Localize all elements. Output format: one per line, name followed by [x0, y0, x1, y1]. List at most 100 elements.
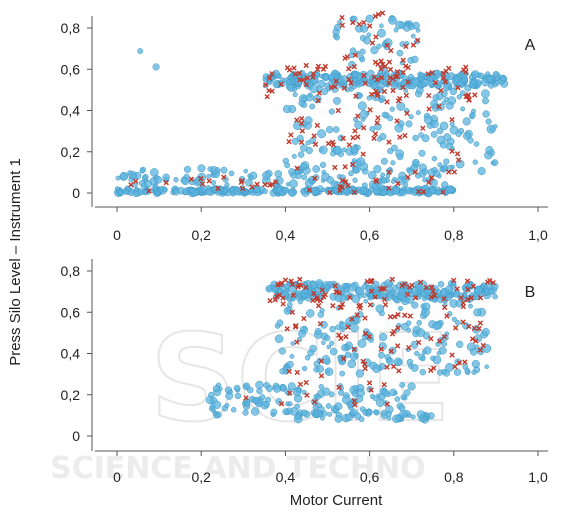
data-point-circle	[471, 359, 480, 369]
data-point-circle	[333, 34, 341, 41]
data-point-cross	[355, 134, 361, 140]
data-point-circle	[410, 33, 416, 39]
data-point-cross	[432, 292, 438, 299]
data-point-cross	[295, 284, 301, 290]
data-point-cross	[303, 379, 309, 386]
data-point-cross	[350, 135, 356, 141]
data-point-circle	[460, 106, 466, 112]
data-point-circle	[464, 367, 471, 374]
data-point-cross	[286, 368, 292, 375]
data-point-cross	[379, 10, 386, 16]
data-point-circle	[455, 159, 465, 169]
data-point-circle	[117, 189, 125, 197]
data-point-circle	[484, 364, 489, 369]
data-point-circle	[295, 413, 302, 420]
data-point-circle	[324, 334, 331, 342]
data-point-cross	[428, 367, 434, 373]
data-point-cross	[391, 313, 398, 320]
data-point-cross	[337, 187, 343, 194]
data-point-cross	[249, 184, 255, 190]
data-point-circle	[322, 73, 330, 81]
data-point-circle	[398, 287, 406, 296]
data-point-circle	[393, 27, 399, 33]
data-point-circle	[317, 412, 323, 418]
data-point-cross	[349, 161, 356, 168]
data-point-circle	[380, 172, 386, 178]
data-point-circle	[377, 393, 386, 401]
data-point-circle	[387, 148, 394, 155]
data-point-cross	[330, 303, 336, 309]
data-point-circle	[401, 186, 406, 191]
data-point-cross	[407, 313, 413, 319]
data-point-cross	[350, 19, 356, 26]
data-point-cross	[402, 312, 408, 318]
data-point-circle	[309, 103, 316, 110]
x-tick-label: 0,4	[276, 227, 296, 243]
data-point-circle	[288, 189, 296, 197]
data-point-cross	[345, 182, 351, 189]
data-point-cross	[405, 291, 411, 298]
data-point-cross	[428, 336, 434, 342]
data-point-circle	[355, 369, 365, 378]
data-point-circle	[297, 299, 303, 305]
data-point-cross	[299, 128, 306, 134]
x-tick-label: 1,0	[528, 469, 548, 485]
data-point-cross	[294, 165, 300, 171]
data-point-circle	[390, 179, 396, 184]
data-point-cross	[395, 325, 401, 331]
data-point-circle	[381, 111, 388, 118]
data-point-circle	[491, 159, 499, 166]
data-point-circle	[464, 84, 472, 92]
data-point-circle	[280, 77, 285, 82]
data-point-cross	[412, 169, 418, 175]
data-point-circle	[415, 110, 421, 116]
data-point-cross	[373, 34, 379, 40]
data-point-circle	[242, 409, 249, 416]
data-point-circle	[286, 360, 294, 368]
data-point-cross	[342, 164, 348, 170]
data-point-circle	[494, 75, 501, 81]
data-point-cross	[414, 37, 421, 44]
watermark-words: SCIENCE AND TECHNO	[50, 451, 426, 486]
data-point-cross	[362, 80, 368, 86]
data-point-circle	[373, 165, 382, 174]
data-point-cross	[269, 71, 275, 77]
data-point-circle	[407, 382, 416, 391]
data-point-circle	[298, 330, 306, 338]
y-tick-label: 0	[72, 428, 80, 444]
data-point-cross	[426, 179, 432, 186]
data-point-cross	[406, 344, 412, 351]
data-point-cross	[369, 288, 375, 294]
data-point-circle	[378, 97, 384, 103]
data-point-circle	[396, 101, 406, 111]
panel-label: B	[525, 284, 536, 301]
data-point-circle	[385, 173, 391, 179]
data-point-circle	[309, 84, 319, 94]
data-point-cross	[345, 324, 351, 330]
data-point-circle	[408, 114, 414, 120]
data-point-cross	[239, 177, 245, 184]
data-point-cross	[396, 368, 402, 374]
data-point-circle	[331, 85, 339, 93]
scatter-points	[114, 10, 509, 198]
data-point-cross	[405, 174, 411, 180]
data-point-circle	[356, 388, 365, 398]
data-point-circle	[452, 290, 460, 298]
data-point-circle	[243, 400, 251, 408]
data-point-circle	[272, 80, 281, 89]
data-point-cross	[306, 187, 313, 193]
data-point-cross	[429, 69, 435, 76]
data-point-circle	[328, 108, 335, 115]
data-point-circle	[304, 116, 313, 125]
data-point-cross	[375, 61, 381, 67]
data-point-cross	[310, 71, 316, 77]
data-point-cross	[426, 106, 432, 112]
data-point-cross	[389, 276, 395, 283]
data-point-circle	[359, 56, 365, 63]
data-point-circle	[422, 296, 427, 302]
data-point-circle	[350, 408, 358, 417]
data-point-cross	[391, 328, 397, 335]
data-point-cross	[415, 188, 422, 195]
data-point-circle	[473, 308, 482, 317]
data-point-circle	[263, 401, 270, 408]
